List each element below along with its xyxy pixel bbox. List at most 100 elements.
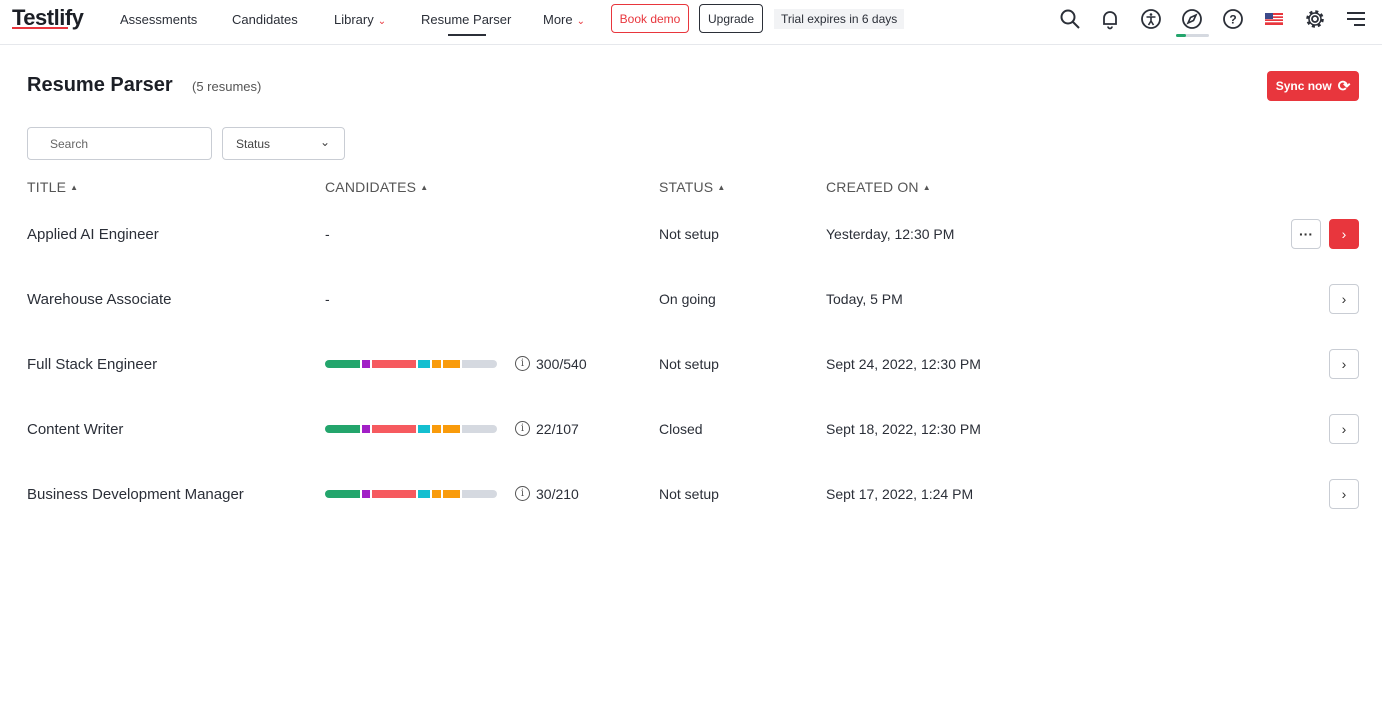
chevron-down-icon: ⌄ xyxy=(377,16,387,27)
sort-icon: ▲ xyxy=(70,183,79,192)
nav-assessments[interactable]: Assessments xyxy=(120,12,198,27)
table-row[interactable]: Full Stack Engineer i 300/540 Not setup Se… xyxy=(0,344,1382,384)
nav-more[interactable]: More ⌄ xyxy=(543,12,585,27)
sync-now-label: Sync now xyxy=(1275,79,1332,93)
chevron-down-icon: ⌄ xyxy=(576,16,586,27)
status-filter-select[interactable]: Status ⌄ xyxy=(222,127,345,160)
chevron-right-icon: › xyxy=(1341,291,1347,307)
progress-segment xyxy=(432,425,442,433)
column-label: CREATED ON xyxy=(826,179,919,195)
progress-segment xyxy=(443,490,461,498)
chevron-right-icon: › xyxy=(1341,226,1347,242)
row-title[interactable]: Business Development Manager xyxy=(27,486,244,503)
top-nav: Testlify Assessments Candidates Library ⌄… xyxy=(0,0,1382,45)
svg-text:?: ? xyxy=(1229,13,1236,27)
onboarding-progress xyxy=(1176,34,1209,37)
chevron-right-icon: › xyxy=(1341,356,1347,372)
menu-icon[interactable] xyxy=(1345,8,1367,30)
progress-segment xyxy=(443,425,461,433)
candidate-count: - xyxy=(325,291,330,307)
nav-library[interactable]: Library ⌄ xyxy=(334,12,386,27)
search-icon[interactable] xyxy=(1059,8,1081,30)
info-icon[interactable]: i xyxy=(515,486,530,501)
refresh-icon: ⟳ xyxy=(1337,78,1351,95)
progress-segment xyxy=(325,360,360,368)
status-filter-label: Status xyxy=(236,136,271,151)
row-created-on: Sept 24, 2022, 12:30 PM xyxy=(826,356,981,372)
more-options-button[interactable]: ··· xyxy=(1291,219,1321,249)
compass-icon[interactable] xyxy=(1181,8,1203,30)
open-row-button[interactable]: › xyxy=(1329,284,1359,314)
row-status: Not setup xyxy=(659,356,719,372)
book-demo-button[interactable]: Book demo xyxy=(611,4,689,33)
open-row-button[interactable]: › xyxy=(1329,219,1359,249)
row-status: Not setup xyxy=(659,226,719,242)
progress-segment xyxy=(361,360,371,368)
row-title[interactable]: Full Stack Engineer xyxy=(27,356,158,373)
candidate-ratio: 300/540 xyxy=(536,356,587,372)
sort-icon: ▲ xyxy=(420,183,429,192)
table-row[interactable]: Business Development Manager i 30/210 Not … xyxy=(0,474,1382,514)
progress-segment xyxy=(417,490,431,498)
progress-segment xyxy=(361,490,371,498)
nav-library-label: Library xyxy=(334,12,374,27)
row-title[interactable]: Content Writer xyxy=(27,421,124,438)
bell-icon[interactable] xyxy=(1099,8,1121,30)
us-flag-icon[interactable] xyxy=(1264,8,1286,30)
progress-segment xyxy=(432,360,442,368)
progress-segment xyxy=(443,360,461,368)
progress-segment xyxy=(372,490,416,498)
nav-resume-parser[interactable]: Resume Parser xyxy=(421,12,512,36)
resume-count: (5 resumes) xyxy=(192,79,262,94)
column-header-candidates[interactable]: CANDIDATES ▲ xyxy=(325,179,428,195)
table-row[interactable]: Warehouse Associate - On going Today, 5 PM… xyxy=(0,279,1382,319)
progress-segment xyxy=(325,490,360,498)
table-row[interactable]: Content Writer i 22/107 Closed Sept 18, 20… xyxy=(0,409,1382,449)
row-status: On going xyxy=(659,291,716,307)
table-row[interactable]: Applied AI Engineer - Not setup Yesterday,… xyxy=(0,214,1382,254)
open-row-button[interactable]: › xyxy=(1329,414,1359,444)
row-status: Closed xyxy=(659,421,703,437)
column-label: TITLE xyxy=(27,179,67,195)
progress-segment xyxy=(462,425,498,433)
sort-icon: ▲ xyxy=(922,183,931,192)
candidate-progress-bar xyxy=(325,360,510,368)
column-label: STATUS xyxy=(659,179,714,195)
chevron-right-icon: › xyxy=(1341,421,1347,437)
chevron-right-icon: › xyxy=(1341,486,1347,502)
gear-icon[interactable] xyxy=(1304,8,1326,30)
open-row-button[interactable]: › xyxy=(1329,349,1359,379)
candidate-count: - xyxy=(325,226,330,242)
sync-now-button[interactable]: Sync now ⟳ xyxy=(1267,71,1359,101)
progress-segment xyxy=(462,490,498,498)
row-title[interactable]: Warehouse Associate xyxy=(27,291,172,308)
column-header-created-on[interactable]: CREATED ON ▲ xyxy=(826,179,931,195)
nav-candidates[interactable]: Candidates xyxy=(232,12,298,27)
help-icon[interactable]: ? xyxy=(1222,8,1244,30)
progress-segment xyxy=(325,425,360,433)
progress-segment xyxy=(361,425,371,433)
row-created-on: Sept 17, 2022, 1:24 PM xyxy=(826,486,974,502)
info-icon[interactable]: i xyxy=(515,421,530,436)
accessibility-icon[interactable] xyxy=(1140,8,1162,30)
column-label: CANDIDATES xyxy=(325,179,417,195)
progress-segment xyxy=(372,360,416,368)
progress-segment xyxy=(417,425,431,433)
candidate-progress-bar xyxy=(325,425,510,433)
progress-segment xyxy=(462,360,498,368)
open-row-button[interactable]: › xyxy=(1329,479,1359,509)
upgrade-button[interactable]: Upgrade xyxy=(699,4,763,33)
candidate-ratio: 22/107 xyxy=(536,421,579,437)
candidate-ratio: 30/210 xyxy=(536,486,579,502)
search-input[interactable] xyxy=(27,127,212,160)
logo[interactable]: Testlify xyxy=(12,5,84,30)
onboarding-progress-fill xyxy=(1176,34,1186,37)
nav-more-label: More xyxy=(543,12,573,27)
candidate-progress-bar xyxy=(325,490,510,498)
info-icon[interactable]: i xyxy=(515,356,530,371)
row-title[interactable]: Applied AI Engineer xyxy=(27,226,159,243)
row-status: Not setup xyxy=(659,486,719,502)
column-header-status[interactable]: STATUS ▲ xyxy=(659,179,725,195)
row-created-on: Yesterday, 12:30 PM xyxy=(826,226,955,242)
column-header-title[interactable]: TITLE ▲ xyxy=(27,179,78,195)
